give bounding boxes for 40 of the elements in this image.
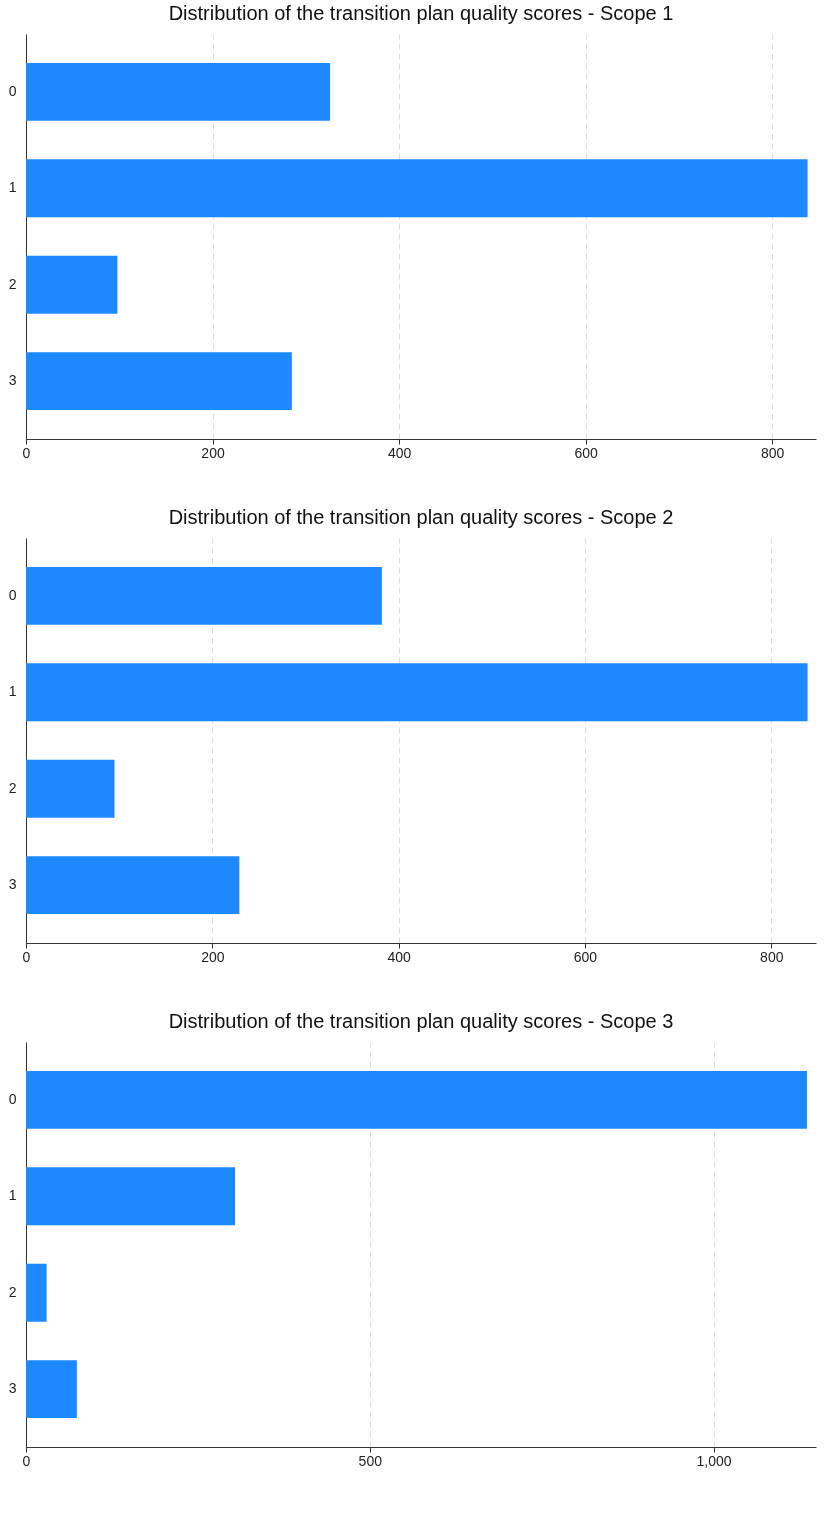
x-tick-label: 400 — [387, 948, 412, 965]
chart-title: Distribution of the transition plan quality scores - Scope 3 — [168, 1010, 674, 1032]
x-tick-label: 600 — [574, 444, 599, 461]
bar — [26, 759, 115, 818]
x-tick-label: 0 — [22, 444, 31, 461]
chart-title: Distribution of the transition plan quality scores - Scope 1 — [168, 2, 674, 24]
y-tick-label: 2 — [8, 779, 17, 796]
bar — [26, 566, 382, 625]
y-tick-label: 0 — [8, 82, 17, 99]
bar — [26, 1360, 77, 1419]
x-tick-label: 200 — [201, 444, 225, 461]
x-tick-label: 500 — [358, 1452, 383, 1469]
x-tick-label: 200 — [201, 948, 225, 965]
y-tick-label: 2 — [8, 1283, 17, 1300]
bar — [26, 352, 292, 411]
y-tick-label: 1 — [8, 683, 17, 700]
bar — [26, 663, 808, 722]
bar — [26, 1167, 236, 1226]
y-tick-label: 2 — [8, 275, 17, 292]
y-tick-label: 3 — [8, 876, 17, 893]
x-tick-label: 800 — [760, 948, 784, 965]
x-tick-label: 800 — [760, 444, 785, 461]
x-tick-label: 600 — [573, 948, 598, 965]
y-tick-label: 3 — [8, 372, 17, 389]
x-tick-label: 0 — [22, 1452, 31, 1469]
y-tick-label: 3 — [8, 1380, 17, 1397]
y-tick-label: 0 — [8, 1090, 17, 1107]
bar — [26, 1263, 47, 1322]
bar — [26, 856, 240, 915]
x-tick-label: 0 — [22, 948, 31, 965]
bar — [26, 255, 118, 314]
x-tick-label: 1,000 — [696, 1452, 732, 1469]
x-tick-label: 400 — [387, 444, 412, 461]
y-tick-label: 1 — [8, 1187, 17, 1204]
y-tick-label: 1 — [8, 179, 17, 196]
bar — [26, 1070, 808, 1129]
chart-title: Distribution of the transition plan quality scores - Scope 2 — [168, 506, 674, 528]
y-tick-label: 0 — [8, 586, 17, 603]
bar — [26, 62, 331, 121]
bar — [26, 159, 808, 218]
